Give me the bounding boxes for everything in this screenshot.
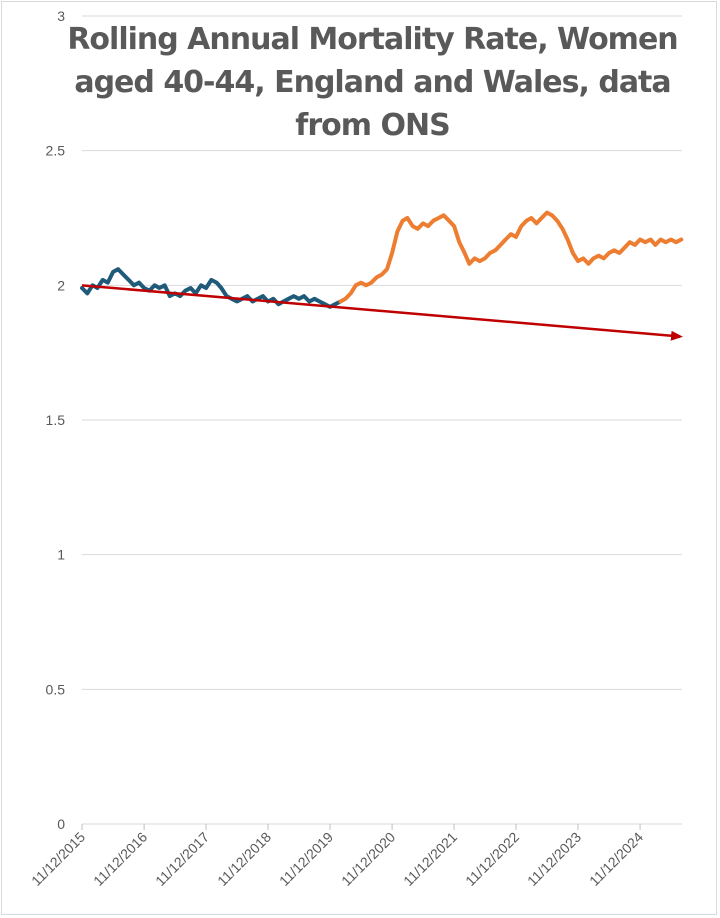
x-axis-ticks: 11/12/2015 11/12/2016 11/12/2017 11/12/2018… [28,824,646,889]
chart-title: Rolling Annual Mortality Rate, Women age… [67,22,678,143]
x-tick-label: 11/12/2021 [400,829,460,889]
trend-line [81,284,683,341]
y-tick-label: 0 [57,816,65,832]
series-line-post [338,210,684,304]
x-tick-label: 11/12/2015 [28,829,88,889]
x-tick-label: 11/12/2020 [338,829,398,889]
x-tick-label: 11/12/2019 [276,829,336,889]
trend-arrow [81,284,683,341]
x-tick-label: 11/12/2016 [90,829,150,889]
x-tick-label: 11/12/2023 [524,829,584,889]
x-tick-label: 11/12/2018 [214,829,274,889]
x-tick-label: 11/12/2017 [152,829,212,889]
y-tick-label: 0.5 [46,681,66,697]
x-tick-label: 11/12/2022 [462,829,522,889]
series-line-pre [80,267,343,309]
series-lines [80,210,684,309]
y-tick-label: 1 [57,547,65,563]
y-tick-label: 3 [57,8,65,24]
y-tick-label: 2.5 [46,143,66,159]
gridlines [82,15,682,825]
y-tick-label: 2 [57,277,65,293]
y-tick-label: 1.5 [46,412,66,428]
x-tick-label: 11/12/2024 [586,829,646,889]
y-axis-ticks: 0 0.5 1 1.5 2 2.5 3 [46,8,66,832]
